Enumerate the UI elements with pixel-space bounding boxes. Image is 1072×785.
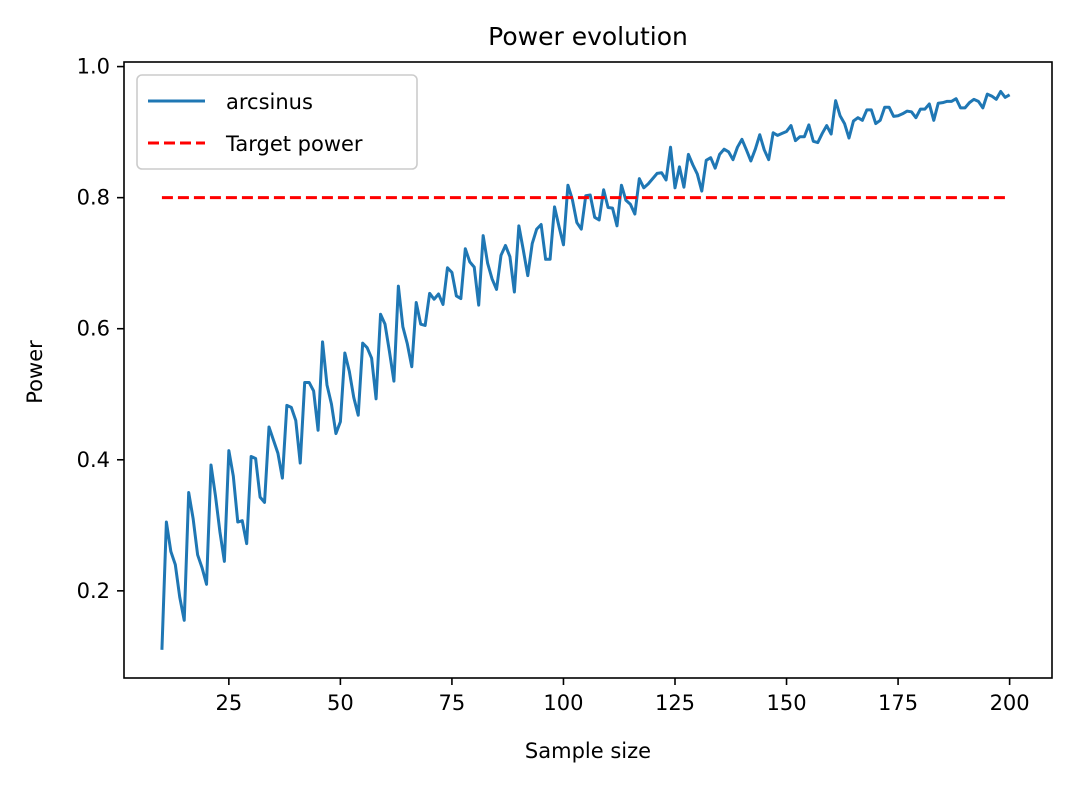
- x-tick-label: 125: [655, 691, 695, 715]
- y-axis-label: Power: [23, 340, 47, 404]
- x-tick-label: 200: [990, 691, 1030, 715]
- axes-frame: [123, 61, 1053, 679]
- legend-label-arcsinus: arcsinus: [226, 90, 313, 114]
- x-tick-label: 50: [327, 691, 354, 715]
- x-tick-label: 75: [439, 691, 466, 715]
- x-tick-label: 150: [766, 691, 806, 715]
- series-layer: [160, 89, 1011, 650]
- legend-box: [136, 74, 418, 170]
- x-axis-label: Sample size: [525, 739, 651, 763]
- legend-label-target-power: Target power: [225, 132, 363, 156]
- x-tick-label: 175: [878, 691, 918, 715]
- y-tick-label: 1.0: [77, 55, 110, 79]
- x-tick-label: 25: [215, 691, 242, 715]
- y-tick-label: 0.2: [77, 579, 110, 603]
- x-axis-ticks: 25 50 75 100 125 150 175 200: [215, 678, 1030, 715]
- y-tick-label: 0.6: [77, 317, 110, 341]
- chart-title: Power evolution: [488, 22, 688, 51]
- x-tick-label: 100: [543, 691, 583, 715]
- series-line-arcsinus: [160, 89, 1011, 650]
- y-tick-label: 0.8: [77, 186, 110, 210]
- legend: arcsinus Target power: [136, 74, 418, 170]
- y-tick-label: 0.4: [77, 448, 110, 472]
- y-axis-ticks: 0.2 0.4 0.6 0.8 1.0: [77, 55, 124, 603]
